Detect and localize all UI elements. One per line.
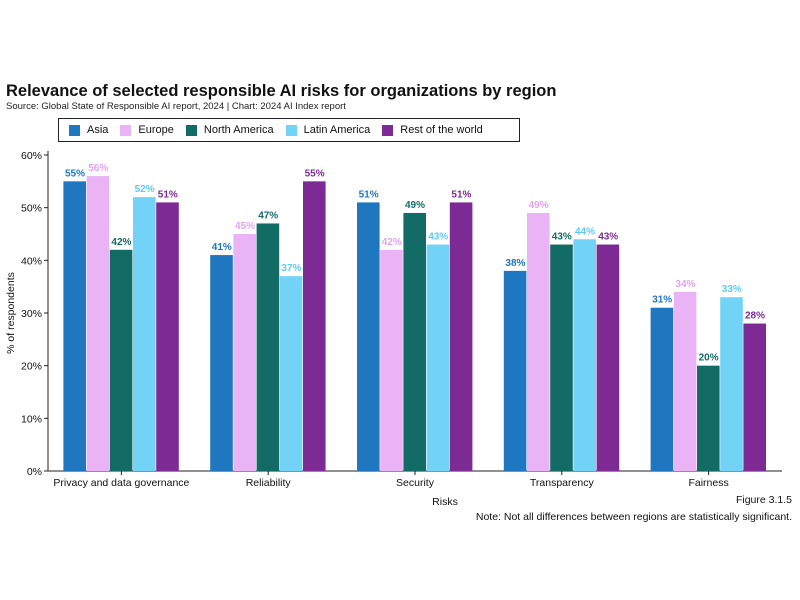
x-tick-label: Transparency: [530, 477, 595, 489]
data-label: 55%: [305, 168, 325, 179]
y-tick-label: 50%: [21, 203, 42, 215]
bar: [380, 249, 403, 471]
x-tick-label: Fairness: [688, 477, 728, 489]
data-label: 31%: [652, 295, 672, 306]
bar: [650, 307, 674, 471]
legend-item-asia: Asia: [69, 124, 108, 136]
bar: [426, 244, 450, 471]
data-label: 51%: [451, 189, 471, 200]
data-label: 33%: [722, 284, 742, 295]
y-tick-label: 20%: [21, 361, 42, 373]
data-label: 34%: [675, 279, 695, 290]
bar: [527, 212, 550, 471]
legend-label: Rest of the world: [400, 124, 483, 136]
bar: [550, 244, 573, 471]
data-label: 55%: [65, 168, 85, 179]
bar: [403, 212, 426, 471]
data-label: 42%: [111, 237, 131, 248]
legend-label: Asia: [87, 124, 109, 136]
legend-swatch: [185, 124, 197, 136]
legend-item-north-america: North America: [185, 124, 274, 136]
bar: [133, 197, 156, 471]
data-label: 41%: [212, 242, 232, 253]
figure-number: Figure 3.1.5: [735, 494, 792, 506]
bar: [256, 223, 280, 471]
legend-item-latin-america: Latin America: [285, 124, 371, 136]
bar: [697, 365, 720, 471]
data-label: 49%: [529, 200, 549, 211]
data-label: 56%: [88, 163, 108, 174]
legend: Asia Europe North America Latin America …: [58, 118, 520, 142]
bar: [743, 323, 766, 471]
y-tick-label: 0%: [27, 466, 42, 478]
bar: [109, 249, 133, 471]
data-label: 20%: [699, 353, 719, 364]
bar: [63, 181, 86, 472]
data-label: 52%: [135, 184, 155, 195]
bar: [596, 244, 620, 471]
x-tick-label: Privacy and data governance: [53, 477, 189, 489]
bar: [449, 202, 473, 471]
legend-item-rest-of-world: Rest of the world: [382, 124, 483, 136]
legend-item-europe: Europe: [120, 124, 174, 136]
data-label: 42%: [382, 237, 402, 248]
x-tick-label: Reliability: [246, 477, 292, 489]
chart-title: Relevance of selected responsible AI ris…: [6, 82, 557, 100]
bar: [673, 291, 697, 471]
bar: [573, 239, 596, 471]
data-label: 45%: [235, 221, 255, 232]
data-label: 43%: [552, 232, 572, 243]
bar: [233, 234, 256, 471]
bar: [357, 202, 380, 471]
y-tick-label: 60%: [21, 150, 42, 162]
legend-swatch: [120, 124, 132, 136]
y-tick-label: 10%: [21, 413, 42, 425]
data-label: 44%: [575, 226, 595, 237]
data-label: 51%: [359, 189, 379, 200]
bar: [503, 270, 527, 471]
legend-swatch: [382, 124, 394, 136]
legend-label: Europe: [138, 124, 174, 136]
x-axis-title: Risks: [432, 496, 458, 508]
y-tick-label: 30%: [21, 308, 42, 320]
bar: [156, 202, 179, 471]
bar: [210, 255, 233, 471]
data-label: 43%: [428, 232, 448, 243]
y-tick-label: 40%: [21, 255, 42, 267]
data-label: 47%: [258, 210, 278, 221]
data-label: 28%: [745, 311, 765, 322]
bar: [720, 297, 743, 471]
x-tick-label: Security: [396, 477, 435, 489]
chart-note: Note: Not all differences between region…: [475, 511, 792, 523]
data-label: 38%: [505, 258, 525, 269]
legend-swatch: [69, 124, 80, 136]
legend-swatch: [285, 124, 297, 136]
chart-source: Source: Global State of Responsible AI r…: [6, 101, 346, 112]
data-label: 37%: [281, 263, 301, 274]
y-axis-title: % of respondents: [5, 272, 17, 354]
legend-label: Latin America: [303, 124, 371, 136]
bar: [86, 176, 110, 472]
data-label: 43%: [598, 232, 618, 243]
data-label: 49%: [405, 200, 425, 211]
bar: [303, 181, 326, 472]
legend-label: North America: [203, 124, 274, 136]
data-label: 51%: [158, 189, 178, 200]
bar: [279, 276, 303, 471]
